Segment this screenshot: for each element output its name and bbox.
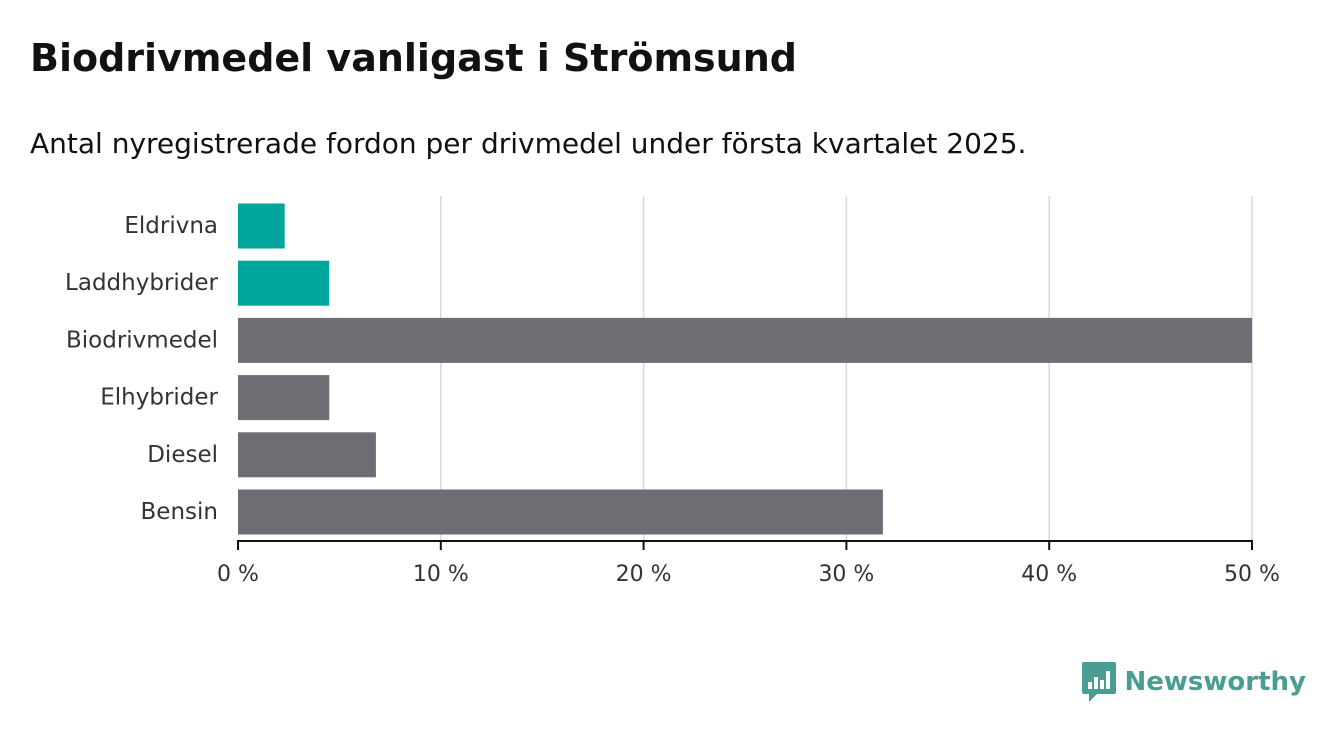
x-tick-label: 40 % (1021, 562, 1077, 587)
grid-lines (440, 196, 1253, 541)
bars (238, 203, 1252, 535)
bar-elhybrider (238, 375, 330, 421)
category-label: Elhybrider (100, 385, 218, 411)
brand-name: Newsworthy (1124, 667, 1306, 697)
category-labels: Eldrivna Laddhybrider Biodrivmedel Elhybrid… (65, 213, 218, 525)
x-tick-label: 20 % (616, 562, 672, 587)
category-label: Biodrivmedel (66, 327, 218, 353)
bar-eldrivna (238, 203, 285, 249)
newsworthy-logo-icon (1081, 662, 1116, 702)
x-axis: 0 % 10 % 20 % 30 % 40 % 50 % (217, 540, 1280, 587)
category-label: Bensin (141, 499, 218, 525)
chart-subtitle: Antal nyregistrerade fordon per drivmede… (30, 127, 1027, 160)
x-tick-label: 50 % (1224, 562, 1280, 587)
category-label: Eldrivna (124, 213, 218, 239)
category-label: Laddhybrider (65, 270, 218, 296)
x-tick-label: 10 % (413, 562, 469, 587)
chart-title: Biodrivmedel vanligast i Strömsund (30, 36, 797, 80)
bar-diesel (238, 432, 376, 478)
brand-logo: Newsworthy (1081, 660, 1306, 704)
bar-laddhybrider (238, 260, 330, 306)
x-tick-label: 0 % (217, 562, 259, 587)
bar-bensin (238, 489, 883, 535)
category-label: Diesel (147, 442, 218, 468)
bar-biodrivmedel (238, 317, 1252, 363)
bar-chart: Eldrivna Laddhybrider Biodrivmedel Elhybrid… (65, 196, 1280, 587)
x-tick-label: 30 % (818, 562, 874, 587)
